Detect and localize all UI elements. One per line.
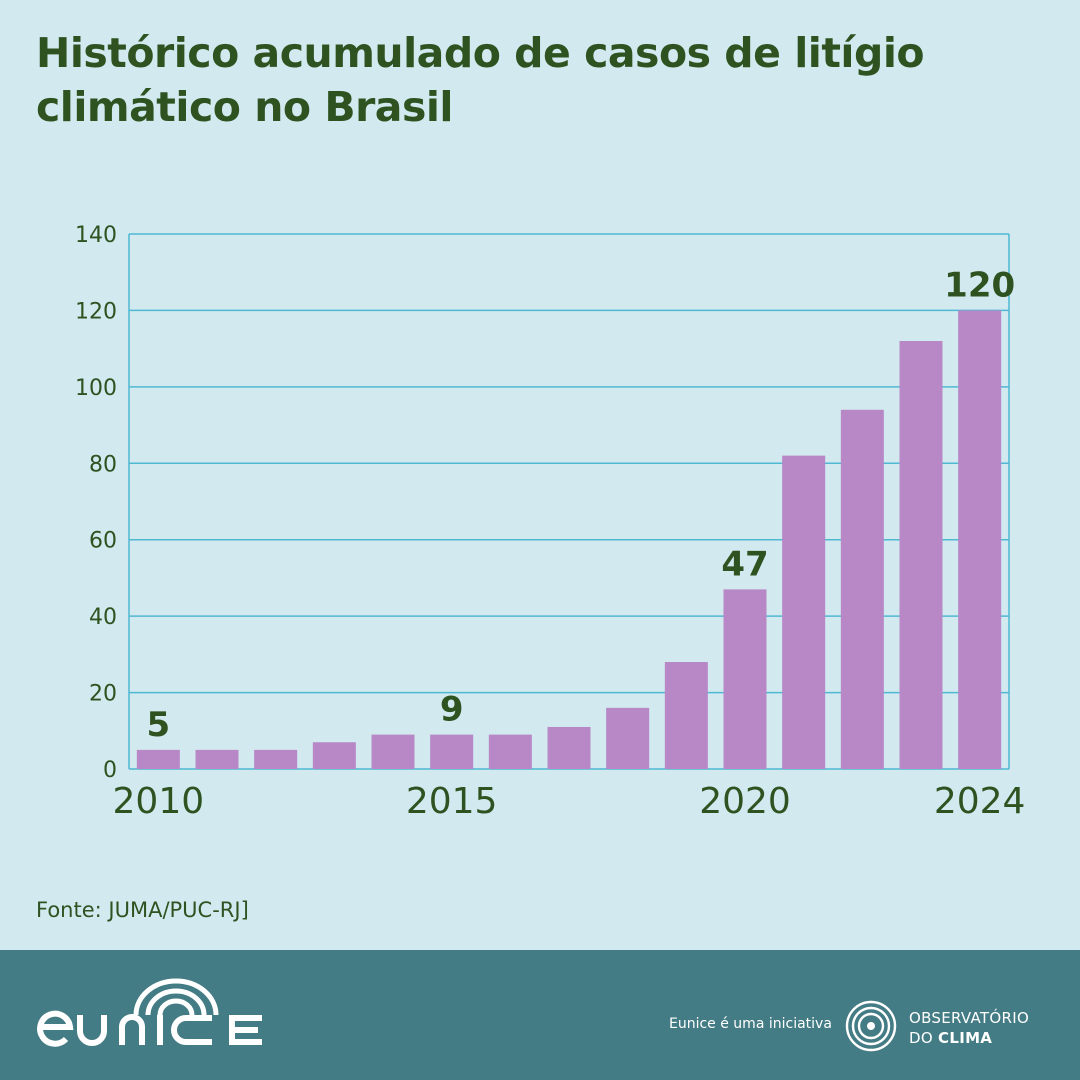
bar-2018 <box>606 707 650 769</box>
x-tick-label-2015: 2015 <box>406 781 498 822</box>
y-tick-label: 40 <box>89 605 117 630</box>
observatorio-line2: DO CLIMA <box>909 1028 1029 1048</box>
bar-2019 <box>664 662 708 769</box>
bar-2012 <box>254 749 298 769</box>
bar-2010 <box>136 749 180 769</box>
bar-2014 <box>371 734 415 769</box>
data-label-2024: 120 <box>944 265 1015 305</box>
source-note: Fonte: JUMA/PUC-RJ] <box>36 898 249 922</box>
data-label-2020: 47 <box>721 544 768 584</box>
y-tick-label: 80 <box>89 452 117 477</box>
bar-2015 <box>430 734 474 769</box>
observatorio-wordmark: OBSERVATÓRIO DO CLIMA <box>909 1008 1029 1048</box>
footer-bar <box>0 950 1080 1080</box>
bar-2023 <box>899 341 943 769</box>
bar-2017 <box>547 726 591 769</box>
bar-2022 <box>840 409 884 769</box>
y-tick-label: 0 <box>103 758 117 783</box>
y-tick-label: 100 <box>75 376 117 401</box>
x-tick-label-2024: 2024 <box>934 781 1026 822</box>
observatorio-logo-icon <box>845 1000 897 1052</box>
chart-title: Histórico acumulado de casos de litígio … <box>36 29 925 131</box>
bar-chart: 0 20 40 60 80 100 120 140 5 2010 9 2015 47 2020 120 202… <box>75 223 1026 822</box>
y-tick-label: 120 <box>75 299 117 324</box>
bar-2020 <box>723 589 767 769</box>
data-label-2010: 5 <box>146 705 170 745</box>
y-tick-label: 20 <box>89 682 117 707</box>
bar-2021 <box>782 455 826 769</box>
bar-2024 <box>958 310 1002 769</box>
y-tick-label: 140 <box>75 223 117 248</box>
bar-2011 <box>195 749 239 769</box>
observatorio-line1: OBSERVATÓRIO <box>909 1009 1030 1027</box>
observatorio-line2-b: CLIMA <box>938 1029 993 1047</box>
y-tick-label: 60 <box>89 529 117 554</box>
x-tick-label-2010: 2010 <box>113 781 205 822</box>
initiative-text: Eunice é uma iniciativa <box>669 1016 832 1032</box>
observatorio-line2-a: DO <box>909 1029 939 1047</box>
bar-2016 <box>488 734 532 769</box>
bar-2013 <box>312 742 356 769</box>
x-tick-label-2020: 2020 <box>699 781 791 822</box>
data-label-2015: 9 <box>440 690 464 730</box>
eunice-logo <box>37 978 262 1047</box>
